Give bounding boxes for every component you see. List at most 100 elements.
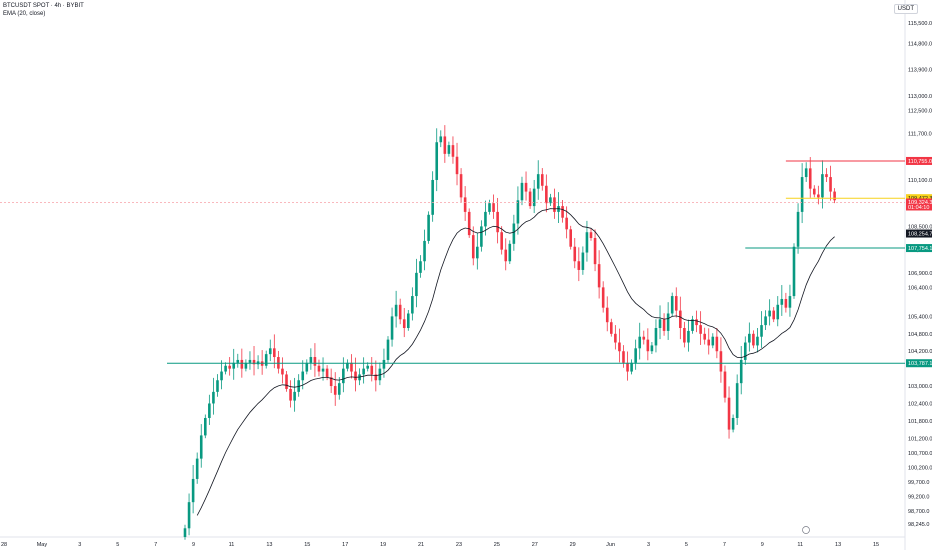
candle-body[interactable] bbox=[443, 136, 447, 154]
candle-body[interactable] bbox=[500, 232, 503, 250]
candle-body[interactable] bbox=[727, 397, 731, 430]
candle-body[interactable] bbox=[471, 235, 475, 259]
candle-body[interactable] bbox=[313, 357, 317, 366]
candle-body[interactable] bbox=[459, 174, 463, 198]
candle-body[interactable] bbox=[654, 328, 658, 346]
candle-body[interactable] bbox=[423, 240, 426, 262]
candle-body[interactable] bbox=[520, 182, 524, 201]
candle-body[interactable] bbox=[577, 261, 581, 270]
candle-body[interactable] bbox=[386, 339, 390, 360]
candle-body[interactable] bbox=[236, 359, 240, 363]
candle-body[interactable] bbox=[642, 336, 646, 340]
candle-body[interactable] bbox=[735, 383, 739, 418]
candle-body[interactable] bbox=[695, 319, 698, 326]
candle-body[interactable] bbox=[378, 368, 382, 381]
candle-body[interactable] bbox=[768, 310, 771, 317]
candle-body[interactable] bbox=[658, 319, 662, 329]
candle-body[interactable] bbox=[674, 296, 678, 311]
candle-body[interactable] bbox=[431, 179, 434, 215]
candle-body[interactable] bbox=[240, 359, 244, 369]
candle-body[interactable] bbox=[565, 217, 568, 230]
candle-body[interactable] bbox=[208, 403, 211, 418]
candle-body[interactable] bbox=[183, 528, 187, 537]
candle-body[interactable] bbox=[585, 232, 589, 253]
event-marker-icon[interactable] bbox=[802, 526, 810, 534]
candle-body[interactable] bbox=[813, 188, 816, 195]
candle-body[interactable] bbox=[504, 249, 508, 262]
candle-body[interactable] bbox=[492, 203, 495, 212]
candle-body[interactable] bbox=[784, 298, 788, 308]
candle-body[interactable] bbox=[650, 345, 654, 352]
candle-body[interactable] bbox=[833, 191, 836, 201]
candle-body[interactable] bbox=[666, 313, 670, 331]
candle-body[interactable] bbox=[646, 339, 650, 352]
candle-body[interactable] bbox=[191, 478, 195, 503]
candle-body[interactable] bbox=[561, 206, 564, 218]
candle-body[interactable] bbox=[252, 359, 256, 365]
candle-body[interactable] bbox=[394, 304, 398, 317]
candle-body[interactable] bbox=[407, 313, 410, 329]
candle-body[interactable] bbox=[216, 380, 219, 392]
symbol-title[interactable]: BTCUSDT SPOT · 4h · BYBIT bbox=[3, 3, 84, 9]
ema-line[interactable] bbox=[196, 208, 835, 516]
candle-body[interactable] bbox=[670, 296, 674, 314]
candle-body[interactable] bbox=[447, 145, 451, 154]
candle-body[interactable] bbox=[719, 351, 723, 372]
candle-body[interactable] bbox=[605, 307, 609, 323]
candle-body[interactable] bbox=[532, 188, 536, 207]
candle-body[interactable] bbox=[508, 243, 512, 262]
candle-body[interactable] bbox=[528, 191, 532, 207]
candle-body[interactable] bbox=[516, 200, 520, 224]
candle-body[interactable] bbox=[752, 333, 755, 346]
candle-body[interactable] bbox=[329, 377, 333, 387]
candle-body[interactable] bbox=[589, 232, 593, 239]
candle-body[interactable] bbox=[187, 502, 191, 529]
candle-body[interactable] bbox=[780, 298, 784, 305]
candle-body[interactable] bbox=[540, 174, 544, 186]
candle-body[interactable] bbox=[212, 391, 215, 404]
candle-body[interactable] bbox=[687, 330, 690, 343]
candle-body[interactable] bbox=[638, 336, 642, 349]
candle-body[interactable] bbox=[512, 223, 516, 244]
candle-body[interactable] bbox=[281, 368, 284, 375]
candle-body[interactable] bbox=[553, 197, 556, 212]
candle-body[interactable] bbox=[455, 156, 459, 175]
candle-body[interactable] bbox=[748, 333, 751, 343]
candle-body[interactable] bbox=[756, 336, 759, 346]
candle-body[interactable] bbox=[788, 296, 792, 308]
candle-body[interactable] bbox=[792, 246, 796, 297]
candle-body[interactable] bbox=[463, 197, 467, 212]
candle-body[interactable] bbox=[346, 362, 349, 369]
candle-body[interactable] bbox=[593, 238, 597, 265]
candle-body[interactable] bbox=[536, 174, 540, 189]
candle-body[interactable] bbox=[374, 374, 378, 381]
candle-body[interactable] bbox=[630, 362, 633, 372]
candle-body[interactable] bbox=[305, 362, 309, 372]
candle-body[interactable] bbox=[821, 174, 824, 198]
candle-body[interactable] bbox=[731, 417, 735, 430]
candle-body[interactable] bbox=[739, 359, 743, 384]
candle-body[interactable] bbox=[703, 333, 706, 340]
candle-body[interactable] bbox=[297, 380, 300, 392]
candle-body[interactable] bbox=[273, 348, 276, 358]
candle-body[interactable] bbox=[411, 296, 414, 314]
candle-body[interactable] bbox=[614, 333, 617, 343]
candle-body[interactable] bbox=[321, 368, 325, 372]
candle-body[interactable] bbox=[390, 316, 394, 340]
candle-body[interactable] bbox=[545, 185, 548, 204]
candle-body[interactable] bbox=[480, 226, 483, 247]
candle-body[interactable] bbox=[524, 182, 528, 192]
candle-body[interactable] bbox=[342, 368, 345, 384]
candle-body[interactable] bbox=[268, 348, 272, 355]
candle-body[interactable] bbox=[354, 371, 357, 381]
candle-body[interactable] bbox=[549, 197, 552, 204]
candle-body[interactable] bbox=[760, 325, 763, 337]
candle-body[interactable] bbox=[362, 368, 365, 375]
candle-body[interactable] bbox=[419, 261, 422, 273]
candle-body[interactable] bbox=[476, 246, 479, 259]
candle-body[interactable] bbox=[244, 362, 248, 369]
candle-body[interactable] bbox=[435, 142, 439, 180]
candle-body[interactable] bbox=[776, 304, 780, 320]
candle-body[interactable] bbox=[248, 359, 252, 363]
candle-body[interactable] bbox=[439, 136, 443, 143]
